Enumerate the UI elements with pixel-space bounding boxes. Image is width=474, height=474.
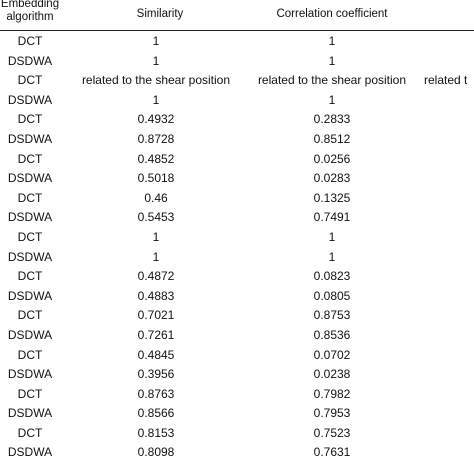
- similarity-cell: 0.4852: [137, 151, 175, 166]
- table-row: DCT related to the shear position related …: [0, 71, 474, 91]
- similarity-cell: 0.8728: [137, 131, 175, 146]
- algorithm-cell: DSDWA: [7, 406, 53, 421]
- table-row: DCT 0.4872 0.0823: [0, 267, 474, 287]
- correlation-cell: 0.0283: [313, 171, 351, 186]
- correlation-cell: 1: [328, 34, 336, 48]
- table-row: DSDWA 0.3956 0.0238: [0, 365, 474, 385]
- table-row: DCT 0.4852 0.0256: [0, 150, 474, 170]
- table-row: DSDWA 1 1: [0, 248, 474, 268]
- algorithm-cell: DCT: [17, 269, 43, 284]
- similarity-cell: 0.46: [144, 190, 168, 205]
- correlation-cell: 0.8753: [313, 308, 351, 323]
- algorithm-cell: DSDWA: [7, 367, 53, 382]
- header-correlation-coefficient: Correlation coefficient: [276, 8, 388, 20]
- table-row: DCT 0.7021 0.8753: [0, 306, 474, 326]
- table-row: DSDWA 0.8098 0.7631: [0, 443, 474, 463]
- similarity-cell: 0.7261: [137, 327, 175, 342]
- table-row: DSDWA 0.5453 0.7491: [0, 208, 474, 228]
- correlation-cell: 0.2833: [313, 112, 351, 127]
- algorithm-cell: DCT: [17, 229, 43, 244]
- table-row: DCT 0.4932 0.2833: [0, 110, 474, 130]
- correlation-cell: 0.0823: [313, 269, 351, 284]
- table-row: DSDWA 0.5018 0.0283: [0, 169, 474, 189]
- table-row: DSDWA 1 1: [0, 91, 474, 111]
- correlation-cell: 0.7491: [313, 210, 351, 225]
- algorithm-cell: DCT: [17, 347, 43, 362]
- similarity-cell: 0.3956: [137, 367, 175, 382]
- table-row: DSDWA 0.7261 0.8536: [0, 326, 474, 346]
- algorithm-cell: DCT: [17, 425, 43, 440]
- algorithm-cell: DCT: [17, 308, 43, 323]
- table-row: DCT 0.8153 0.7523: [0, 424, 474, 444]
- table-row: DSDWA 0.8566 0.7953: [0, 404, 474, 424]
- similarity-cell: 0.8566: [137, 406, 175, 421]
- table-row: DCT 1 1: [0, 32, 474, 52]
- algorithm-cell: DSDWA: [7, 53, 53, 68]
- correlation-cell: related to the shear position: [257, 73, 407, 88]
- correlation-cell: 0.0256: [313, 151, 351, 166]
- correlation-cell: 1: [328, 53, 336, 68]
- correlation-cell: 0.7982: [313, 386, 351, 401]
- truncated-cell: related t: [424, 73, 468, 88]
- correlation-cell: 0.7631: [313, 445, 351, 460]
- algorithm-cell: DCT: [17, 112, 43, 127]
- header-algorithm-line1: Embedding: [0, 0, 60, 10]
- correlation-cell: 0.0805: [313, 288, 351, 303]
- algorithm-cell: DSDWA: [7, 249, 53, 264]
- correlation-cell: 0.8512: [313, 131, 351, 146]
- correlation-cell: 1: [328, 229, 336, 244]
- algorithm-cell: DCT: [17, 151, 43, 166]
- algorithm-cell: DSDWA: [7, 210, 53, 225]
- table-row: DCT 0.8763 0.7982: [0, 385, 474, 405]
- header-similarity: Similarity: [136, 8, 184, 20]
- similarity-cell: 0.8098: [137, 445, 175, 460]
- correlation-cell: 0.7523: [313, 425, 351, 440]
- algorithm-cell: DSDWA: [7, 131, 53, 146]
- correlation-cell: 0.7953: [313, 406, 351, 421]
- table-row: DSDWA 0.4883 0.0805: [0, 287, 474, 307]
- algorithm-cell: DSDWA: [7, 92, 53, 107]
- algorithm-cell: DSDWA: [7, 445, 53, 460]
- similarity-cell: 1: [152, 92, 160, 107]
- correlation-cell: 0.0702: [313, 347, 351, 362]
- correlation-cell: 1: [328, 249, 336, 264]
- similarity-cell: related to the shear position: [81, 73, 231, 88]
- similarity-cell: 1: [152, 53, 160, 68]
- header-rule: [0, 30, 474, 31]
- table-row: DSDWA 0.8728 0.8512: [0, 130, 474, 150]
- similarity-cell: 0.4883: [137, 288, 175, 303]
- similarity-cell: 1: [152, 34, 160, 48]
- correlation-cell: 1: [328, 92, 336, 107]
- header-algorithm-line2: algorithm: [6, 11, 54, 23]
- table-row: DCT 0.46 0.1325: [0, 189, 474, 209]
- similarity-cell: 0.8153: [137, 425, 175, 440]
- table-row: DCT 0.4845 0.0702: [0, 346, 474, 366]
- algorithm-cell: DCT: [17, 386, 43, 401]
- algorithm-cell: DSDWA: [7, 171, 53, 186]
- similarity-cell: 0.5018: [137, 171, 175, 186]
- algorithm-cell: DSDWA: [7, 288, 53, 303]
- table-row: DSDWA 1 1: [0, 52, 474, 72]
- similarity-cell: 1: [152, 249, 160, 264]
- similarity-cell: 1: [152, 229, 160, 244]
- algorithm-cell: DSDWA: [7, 327, 53, 342]
- correlation-cell: 0.8536: [313, 327, 351, 342]
- similarity-cell: 0.8763: [137, 386, 175, 401]
- similarity-cell: 0.7021: [137, 308, 175, 323]
- algorithm-cell: DCT: [17, 190, 43, 205]
- correlation-cell: 0.1325: [313, 190, 351, 205]
- header-embedding-algorithm: Embedding algorithm: [0, 0, 72, 24]
- table-row: DCT 1 1: [0, 228, 474, 248]
- algorithm-cell: DCT: [17, 34, 43, 48]
- algorithm-cell: DCT: [17, 73, 43, 88]
- similarity-cell: 0.5453: [137, 210, 175, 225]
- similarity-cell: 0.4932: [137, 112, 175, 127]
- similarity-cell: 0.4845: [137, 347, 175, 362]
- table-body: DCT 1 1 DSDWA 1 1 DCT related to the shear posi…: [0, 32, 474, 463]
- similarity-cell: 0.4872: [137, 269, 175, 284]
- correlation-cell: 0.0238: [313, 367, 351, 382]
